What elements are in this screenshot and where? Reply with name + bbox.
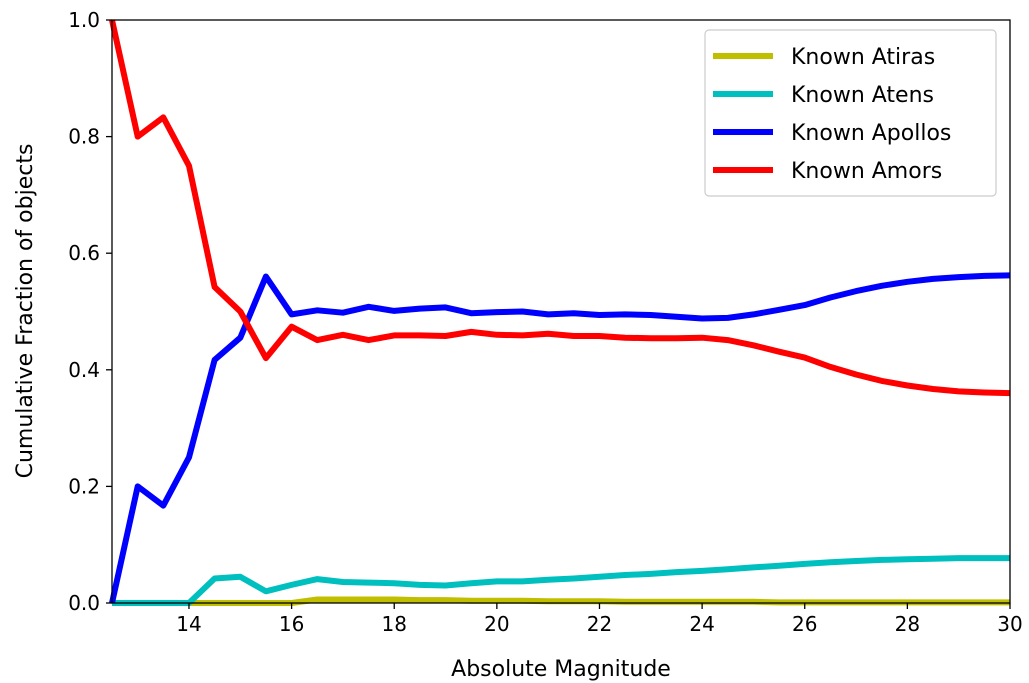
series-line-known-amors [109, 19, 1011, 397]
y-tick-label: 0.2 [68, 474, 100, 498]
y-tick-label: 1.0 [68, 8, 100, 32]
y-tick-label: 0.4 [68, 358, 100, 382]
x-tick-label: 16 [279, 612, 304, 636]
plot-frame [111, 19, 1011, 604]
legend-label-known-apollos: Known Apollos [791, 121, 951, 146]
legend: Known Atiras Known Atens Known Apollos Know… [704, 29, 997, 197]
y-axis-ticks: 0.0 0.2 0.4 0.6 0.8 1.0 [68, 8, 112, 615]
legend-label-known-amors: Known Amors [791, 159, 942, 184]
series-line-known-apollos [109, 272, 1011, 604]
legend-label-known-atens: Known Atens [791, 83, 934, 108]
x-axis-label: Absolute Magnitude [451, 657, 671, 682]
y-tick-label: 0.0 [68, 591, 100, 615]
x-tick-label: 30 [997, 612, 1022, 636]
x-tick-label: 26 [792, 612, 817, 636]
x-axis-ticks: 14 16 18 20 22 24 26 28 30 [176, 603, 1023, 636]
x-tick-label: 22 [587, 612, 612, 636]
series-line-known-atens [112, 555, 1010, 606]
legend-box [704, 29, 997, 197]
x-tick-label: 18 [382, 612, 407, 636]
x-tick-label: 14 [176, 612, 201, 636]
y-tick-label: 0.8 [68, 125, 100, 149]
x-tick-label: 28 [895, 612, 920, 636]
x-tick-label: 24 [689, 612, 714, 636]
y-tick-label: 0.6 [68, 241, 100, 265]
x-tick-label: 20 [484, 612, 509, 636]
legend-label-known-atiras: Known Atiras [791, 45, 935, 70]
y-axis-label: Cumulative Fraction of objects [13, 144, 38, 479]
